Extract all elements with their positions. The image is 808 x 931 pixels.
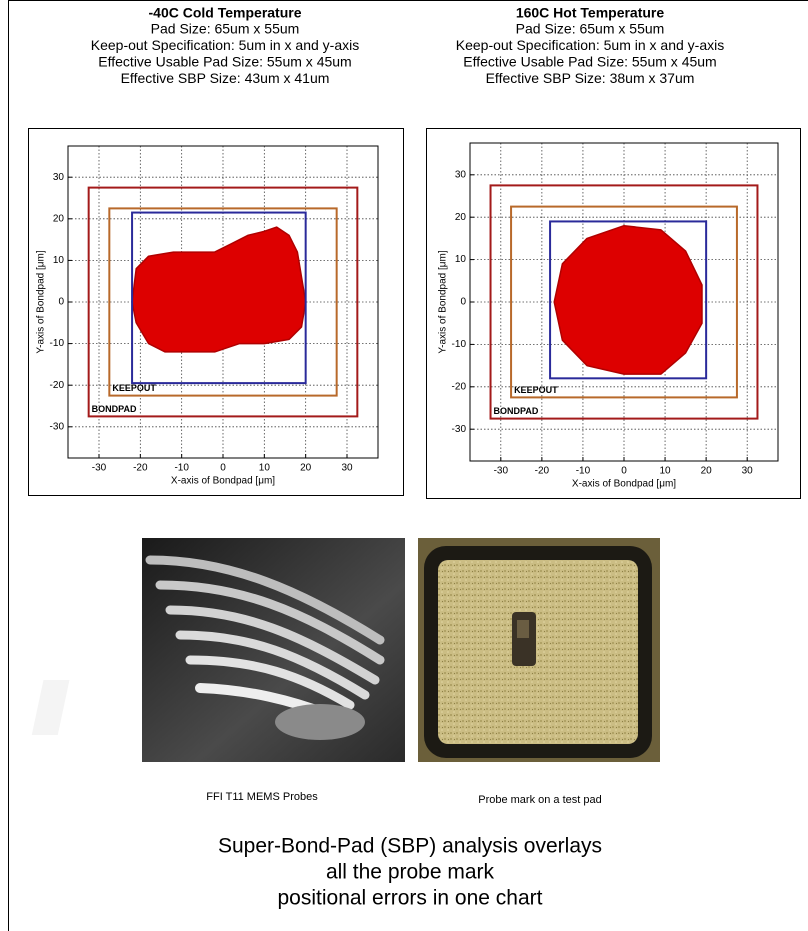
y-tick-label: 10 [455,254,467,265]
boundary-label: KEEPOUT [514,385,558,395]
caption: Probe mark on a test pad [478,794,602,806]
caption: FFI T11 MEMS Probes [206,791,318,803]
boundary-label: BONDPAD [494,406,539,416]
chart: -30 -20 -10 0 10 20 30 -30 -20 -10 0 10 20 30 BONDPAD K… [427,129,801,499]
chart: -30 -20 -10 0 10 20 30 -30 -20 -10 0 10 20 30 BONDPAD K… [29,129,404,496]
x-tick-label: 20 [701,466,713,477]
pad-photo [418,538,660,762]
x-tick-label: -20 [133,463,148,474]
y-tick-label: 30 [455,169,467,180]
x-tick-label: 10 [259,463,271,474]
header-line: Keep-out Specification: 5um in x and y-a… [456,37,724,53]
x-tick-label: 30 [341,463,353,474]
boundary-label: KEEPOUT [112,383,156,393]
y-tick-label: 0 [460,297,466,308]
y-tick-label: -20 [452,381,467,392]
header-title: 160C Hot Temperature [516,5,665,21]
y-tick-label: -30 [452,424,467,435]
header-line: Effective Usable Pad Size: 55um x 45um [463,54,716,70]
y-tick-label: -20 [50,380,65,391]
x-axis-label: X-axis of Bondpad [μm] [572,479,676,490]
sem-photo [32,538,405,762]
y-tick-label: 20 [455,212,467,223]
footer-line: positional errors in one chart [278,887,543,910]
y-axis-label: Y-axis of Bondpad [μm] [438,250,449,353]
header-title: -40C Cold Temperature [149,5,302,21]
header-line: Pad Size: 65um x 55um [151,21,300,37]
header-line: Effective Usable Pad Size: 55um x 45um [98,54,351,70]
y-tick-label: 20 [53,213,65,224]
header-line: Keep-out Specification: 5um in x and y-a… [91,37,359,53]
x-tick-label: 20 [300,463,312,474]
y-axis-label: Y-axis of Bondpad [μm] [36,250,47,353]
x-tick-label: -10 [174,463,189,474]
page: -40C Cold TemperaturePad Size: 65um x 55… [0,0,808,931]
y-tick-label: -10 [452,339,467,350]
y-tick-label: -30 [50,421,65,432]
x-tick-label: -30 [92,463,107,474]
x-tick-label: 30 [742,466,754,477]
footer-line: Super-Bond-Pad (SBP) analysis overlays [218,835,602,858]
x-tick-label: 10 [660,466,672,477]
x-tick-label: -20 [535,466,550,477]
x-tick-label: -10 [576,466,591,477]
footer-line: all the probe mark [326,861,495,884]
header-line: Effective SBP Size: 43um x 41um [121,70,330,86]
x-tick-label: 0 [220,463,226,474]
y-tick-label: 30 [53,172,65,183]
x-tick-label: 0 [621,466,627,477]
y-tick-label: 10 [53,255,65,266]
x-axis-label: X-axis of Bondpad [μm] [171,476,275,487]
boundary-label: BONDPAD [92,404,137,414]
header-line: Pad Size: 65um x 55um [516,21,665,37]
y-tick-label: 0 [58,297,64,308]
x-tick-label: -30 [494,466,509,477]
y-tick-label: -10 [50,338,65,349]
document: -40C Cold TemperaturePad Size: 65um x 55… [0,0,808,931]
header-line: Effective SBP Size: 38um x 37um [486,70,695,86]
